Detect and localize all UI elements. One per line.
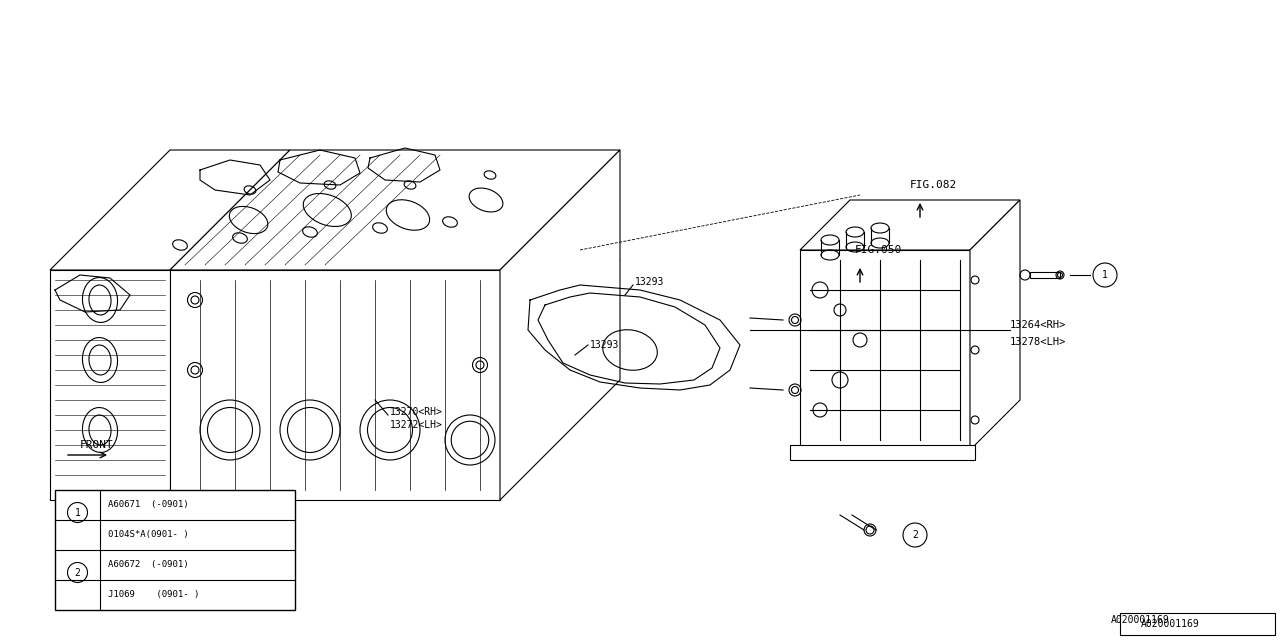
Text: J1069    (0901- ): J1069 (0901- ): [108, 591, 200, 600]
Polygon shape: [170, 150, 620, 270]
Text: 1: 1: [1102, 270, 1108, 280]
Text: 1: 1: [74, 508, 81, 518]
Polygon shape: [970, 200, 1020, 450]
Text: 13264<RH>: 13264<RH>: [1010, 320, 1066, 330]
Polygon shape: [800, 250, 970, 450]
Polygon shape: [500, 150, 620, 500]
Text: A60672  (-0901): A60672 (-0901): [108, 561, 188, 570]
Polygon shape: [50, 380, 500, 500]
Text: 13293: 13293: [635, 277, 664, 287]
Polygon shape: [1030, 272, 1060, 278]
FancyBboxPatch shape: [55, 490, 294, 610]
Polygon shape: [790, 445, 975, 460]
Text: 13270<RH>: 13270<RH>: [390, 407, 443, 417]
Text: FIG.050: FIG.050: [855, 245, 902, 255]
Circle shape: [1093, 263, 1117, 287]
Text: 13272<LH>: 13272<LH>: [390, 420, 443, 430]
Circle shape: [68, 502, 87, 522]
Polygon shape: [800, 200, 1020, 250]
Polygon shape: [50, 150, 291, 270]
Text: FRONT: FRONT: [81, 440, 114, 450]
Circle shape: [68, 563, 87, 582]
Text: A020001169: A020001169: [1142, 619, 1201, 629]
Text: 0104S*A(0901- ): 0104S*A(0901- ): [108, 531, 188, 540]
Circle shape: [902, 523, 927, 547]
Polygon shape: [180, 260, 620, 380]
Text: A60671  (-0901): A60671 (-0901): [108, 500, 188, 509]
Text: 2: 2: [913, 530, 918, 540]
Polygon shape: [170, 270, 500, 500]
FancyBboxPatch shape: [1120, 613, 1275, 635]
Text: FIG.082: FIG.082: [910, 180, 957, 190]
Polygon shape: [50, 270, 170, 500]
Text: 13278<LH>: 13278<LH>: [1010, 337, 1066, 347]
Text: 2: 2: [74, 568, 81, 577]
Text: A020001169: A020001169: [1111, 615, 1170, 625]
Text: 13293: 13293: [590, 340, 620, 350]
